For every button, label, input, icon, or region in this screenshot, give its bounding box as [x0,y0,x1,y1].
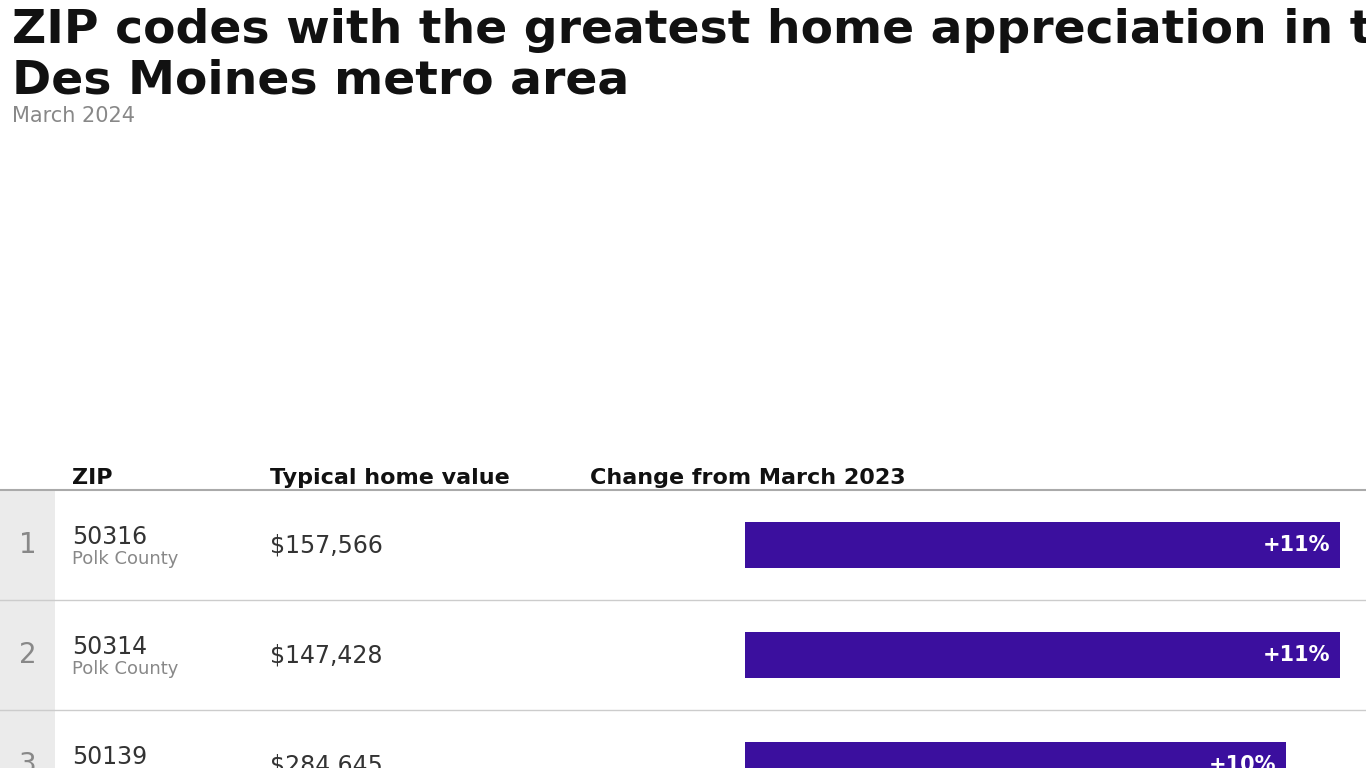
Text: Typical home value: Typical home value [270,468,510,488]
Text: $147,428: $147,428 [270,643,382,667]
Bar [744,522,1340,568]
Text: +10%: +10% [1209,755,1276,768]
Text: 1: 1 [19,531,37,559]
Text: Polk County: Polk County [72,660,179,678]
Bar [744,632,1340,678]
Text: $284,645: $284,645 [270,753,382,768]
Bar [0,710,55,768]
Text: 50316: 50316 [72,525,148,549]
Bar [0,600,55,710]
Text: 3: 3 [19,751,37,768]
Text: Polk County: Polk County [72,550,179,568]
Text: Change from March 2023: Change from March 2023 [590,468,906,488]
Text: 50139: 50139 [72,745,148,768]
Text: 50314: 50314 [72,635,148,659]
Text: Des Moines metro area: Des Moines metro area [12,58,630,103]
Text: +11%: +11% [1262,645,1330,665]
Text: ZIP: ZIP [72,468,112,488]
Bar [0,490,55,600]
Text: ZIP codes with the greatest home appreciation in the: ZIP codes with the greatest home appreci… [12,8,1366,53]
Text: March 2024: March 2024 [12,106,135,126]
Text: $157,566: $157,566 [270,533,382,557]
Text: +11%: +11% [1262,535,1330,555]
Text: 2: 2 [19,641,37,669]
Bar [744,742,1285,768]
